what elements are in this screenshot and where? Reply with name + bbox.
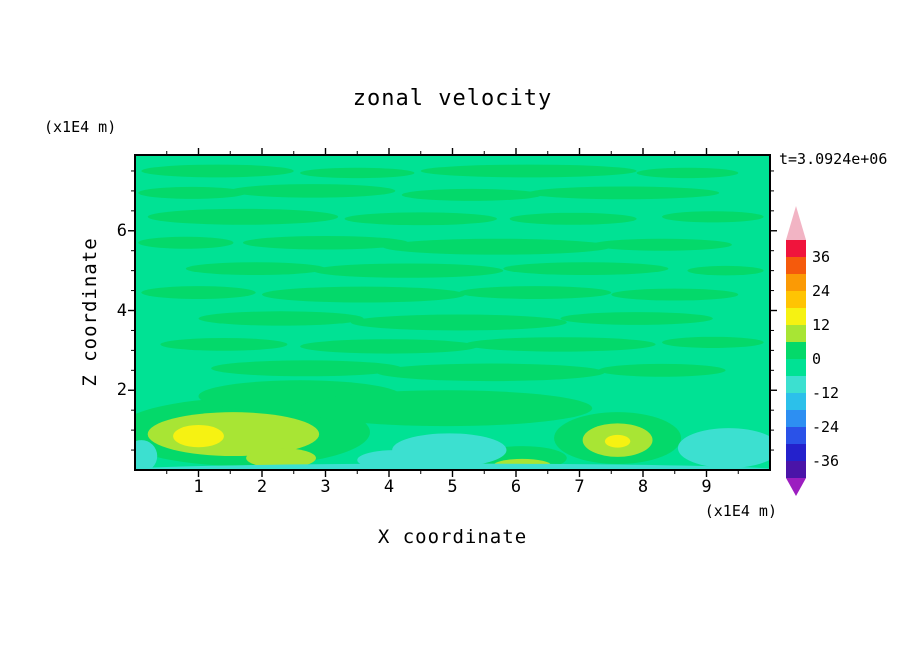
colorbar-band	[786, 308, 806, 325]
contour-blob	[135, 463, 770, 470]
colorbar-band	[786, 427, 806, 444]
y-unit-label: (x1E4 m)	[44, 118, 117, 136]
colorbar-band	[786, 325, 806, 342]
contour-blob	[138, 186, 247, 199]
contour-blob	[636, 167, 739, 179]
y-tick-label: 2	[116, 380, 127, 401]
contour-blob	[420, 164, 637, 178]
x-tick-label: 1	[193, 477, 204, 497]
contour-blob	[598, 363, 726, 377]
x-axis-label: X coordinate	[377, 526, 528, 548]
y-tick-label: 4	[116, 300, 127, 321]
contour-blob	[185, 262, 326, 276]
x-tick-label: 9	[701, 477, 712, 497]
x-tick-label: 6	[510, 477, 522, 497]
contour-blob	[604, 434, 631, 448]
contour-field	[135, 155, 770, 470]
contour-blob	[138, 236, 234, 249]
colorbar-band	[786, 461, 806, 478]
contour-blob	[246, 448, 316, 469]
colorbar-tick-label: -24	[812, 418, 840, 436]
chart-title: zonal velocity	[352, 86, 553, 111]
contour-blob	[242, 235, 409, 250]
colorbar-tick-label: 24	[812, 282, 831, 300]
time-label: t=3.0924e+06	[779, 150, 888, 168]
contour-blob	[611, 288, 739, 301]
colorbar-tick-label: 12	[812, 316, 831, 334]
x-tick-label: 4	[383, 477, 395, 497]
contour-blob	[503, 262, 669, 276]
contour-blob	[312, 263, 504, 278]
contour-blob	[560, 312, 713, 325]
contour-blob	[300, 167, 415, 179]
contour-blob	[147, 208, 339, 225]
contour-blob	[141, 164, 294, 178]
contour-blob	[401, 188, 542, 201]
colorbar-band	[786, 257, 806, 274]
contour-blob	[509, 212, 637, 225]
colorbar-arrow-bottom	[786, 478, 806, 496]
x-tick-label: 3	[320, 477, 331, 497]
contour-blob	[300, 339, 478, 354]
contour-blob	[300, 390, 593, 427]
contour-blob	[592, 238, 732, 251]
contour-blob	[382, 238, 612, 255]
colorbar-band	[786, 240, 806, 257]
contour-blob	[376, 363, 605, 382]
contour-blob	[687, 265, 764, 276]
contour-blob	[141, 286, 256, 299]
contour-blob	[458, 286, 612, 299]
colorbar-band	[786, 410, 806, 427]
contour-blob	[173, 424, 224, 448]
x-tick-label: 7	[574, 477, 585, 497]
contour-blob	[135, 440, 158, 470]
colorbar-band	[786, 444, 806, 461]
contour-blob	[662, 211, 764, 223]
x-tick-label: 2	[256, 477, 268, 497]
contour-blob	[211, 360, 402, 377]
colorbar-band	[786, 274, 806, 291]
colorbar-band	[786, 376, 806, 393]
contour-blob	[262, 286, 466, 303]
x-tick-label: 8	[637, 477, 649, 497]
colorbar-band	[786, 342, 806, 359]
colorbar-tick-label: 0	[812, 350, 822, 368]
colorbar-band	[786, 291, 806, 308]
colorbar-arrow-top	[786, 206, 806, 240]
contour-blob	[344, 212, 497, 226]
colorbar-tick-label: -36	[812, 452, 840, 470]
contour-blob	[465, 337, 656, 352]
contour-blob	[230, 184, 396, 198]
x-tick-label: 5	[447, 477, 458, 497]
colorbar-tick-label: -12	[812, 384, 840, 402]
contour-blob	[528, 186, 720, 200]
contour-blob	[677, 428, 770, 469]
y-tick-label: 6	[116, 220, 127, 241]
contour-blob	[160, 338, 288, 351]
colorbar-band	[786, 393, 806, 410]
x-unit-label: (x1E4 m)	[704, 502, 777, 520]
contour-blob	[350, 314, 567, 331]
contour-blob	[662, 336, 764, 348]
contour-blob	[198, 311, 364, 326]
colorbar-tick-label: 36	[812, 248, 831, 266]
colorbar-band	[786, 359, 806, 376]
